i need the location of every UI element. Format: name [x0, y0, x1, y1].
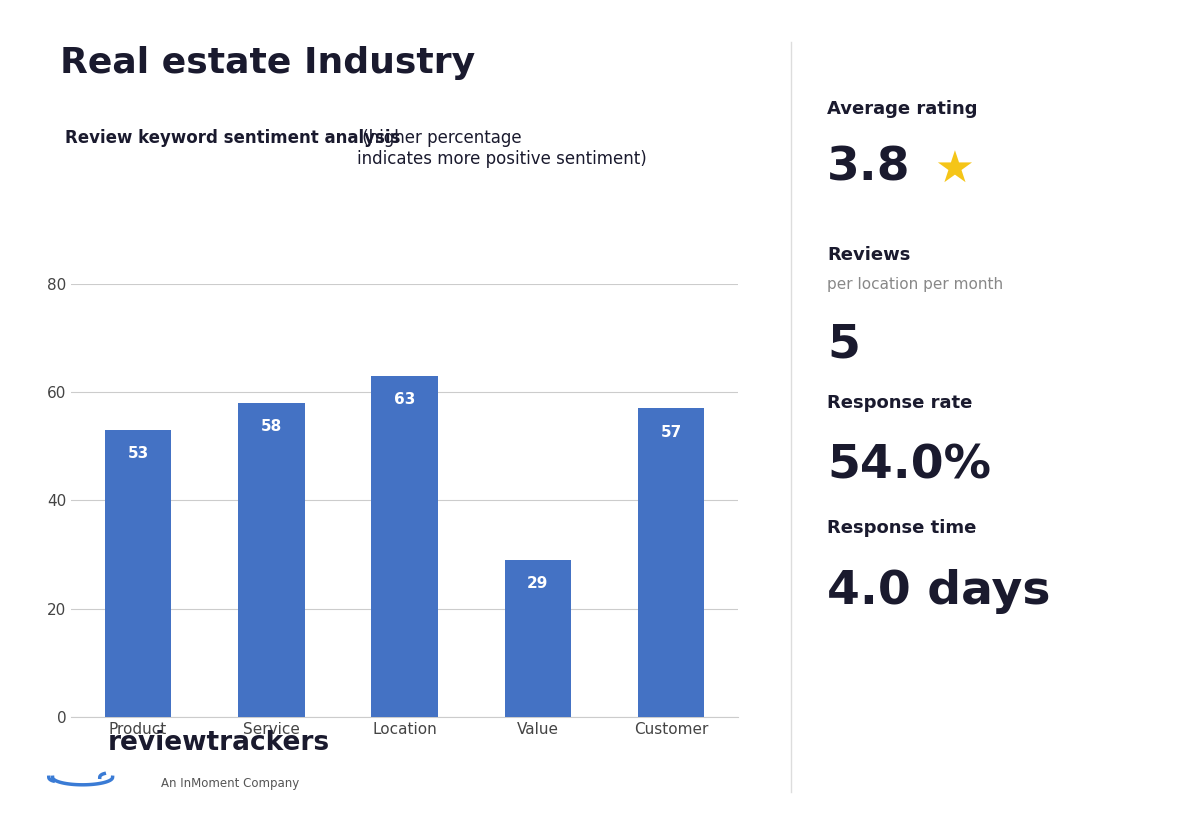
- Text: reviewtrackers: reviewtrackers: [107, 730, 330, 756]
- Text: 53: 53: [127, 446, 149, 461]
- Text: An InMoment Company: An InMoment Company: [161, 777, 299, 791]
- Text: Response time: Response time: [827, 519, 977, 537]
- Text: Real estate Industry: Real estate Industry: [60, 46, 475, 80]
- Text: Response rate: Response rate: [827, 394, 972, 412]
- Bar: [105, 430, 171, 717]
- Bar: [371, 375, 438, 717]
- Text: 3.8: 3.8: [827, 146, 910, 191]
- Text: 58: 58: [261, 419, 282, 434]
- Text: ★: ★: [934, 148, 975, 192]
- Text: 29: 29: [527, 576, 549, 591]
- Text: (higher percentage
indicates more positive sentiment): (higher percentage indicates more positi…: [357, 129, 646, 168]
- Bar: [238, 403, 305, 717]
- Text: Average rating: Average rating: [827, 100, 977, 118]
- Bar: [638, 408, 704, 717]
- Text: Reviews: Reviews: [827, 246, 910, 264]
- Text: per location per month: per location per month: [827, 277, 1003, 292]
- Bar: [505, 560, 571, 717]
- Text: 5: 5: [827, 323, 860, 368]
- Text: 63: 63: [394, 392, 415, 407]
- Text: 54.0%: 54.0%: [827, 444, 991, 489]
- Text: 57: 57: [660, 425, 682, 440]
- Text: 4.0 days: 4.0 days: [827, 569, 1051, 614]
- Text: Review keyword sentiment analysis: Review keyword sentiment analysis: [65, 129, 401, 148]
